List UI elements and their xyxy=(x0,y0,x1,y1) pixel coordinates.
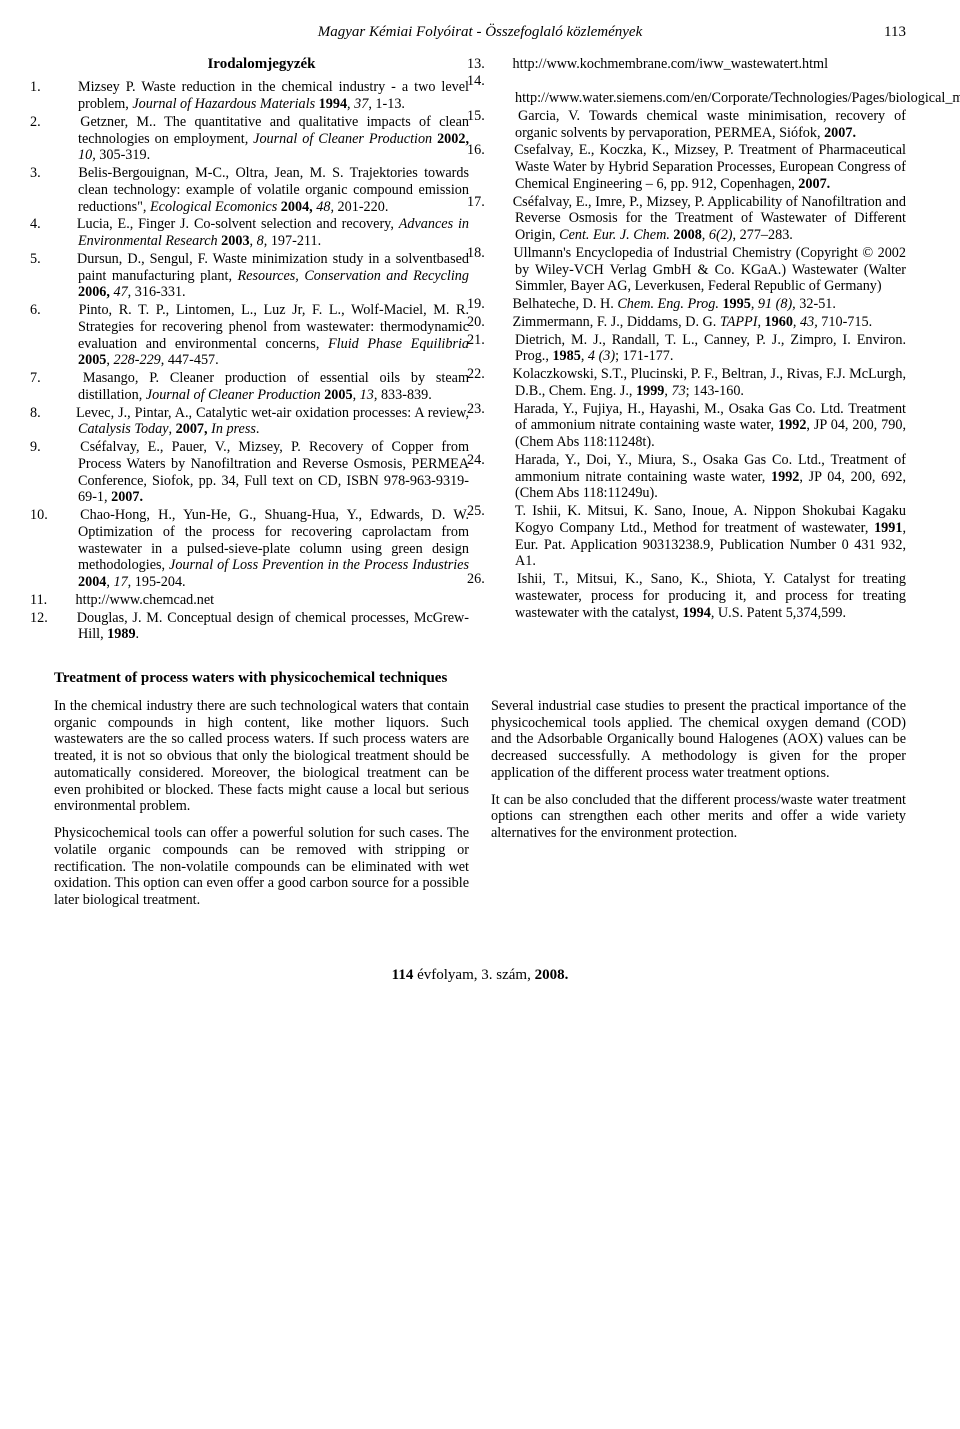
reference-item: 22. Kolaczkowski, S.T., Plucinski, P. F.… xyxy=(491,366,906,400)
abstract-left-col: In the chemical industry there are such … xyxy=(54,698,469,919)
references-list-right: 13. http://www.kochmembrane.com/iww_wast… xyxy=(491,56,906,622)
footer-year: 2008. xyxy=(535,967,569,983)
reference-item: 9. Cséfalvay, E., Pauer, V., Mizsey, P. … xyxy=(54,439,469,506)
reference-item: 19. Belhateche, D. H. Chem. Eng. Prog. 1… xyxy=(491,296,906,313)
footer-mid: évfolyam, 3. szám, xyxy=(413,967,534,983)
reference-item: 25. T. Ishii, K. Mitsui, K. Sano, Inoue,… xyxy=(491,503,906,570)
page-number: 113 xyxy=(884,24,906,42)
reference-item: 17. Cséfalvay, E., Imre, P., Mizsey, P. … xyxy=(491,194,906,244)
abstract-right-col: Several industrial case studies to prese… xyxy=(491,698,906,919)
abstract-paragraph: It can be also concluded that the differ… xyxy=(491,792,906,842)
reference-item: 8. Levec, J., Pintar, A., Catalytic wet-… xyxy=(54,405,469,439)
reference-item: 3. Belis-Bergouignan, M-C., Oltra, Jean,… xyxy=(54,165,469,215)
reference-item: 10. Chao-Hong, H., Yun-He, G., Shuang-Hu… xyxy=(54,507,469,591)
reference-item: 18. Ullmann's Encyclopedia of Industrial… xyxy=(491,245,906,295)
reference-item: 16. Csefalvay, E., Koczka, K., Mizsey, P… xyxy=(491,142,906,192)
abstract-paragraph: Physicochemical tools can offer a powerf… xyxy=(54,825,469,909)
abstract-paragraph: In the chemical industry there are such … xyxy=(54,698,469,815)
reference-item: 20. Zimmermann, F. J., Diddams, D. G. TA… xyxy=(491,314,906,331)
references-list-left: 1. Mizsey P. Waste reduction in the chem… xyxy=(54,79,469,643)
reference-item: 23. Harada, Y., Fujiya, H., Hayashi, M.,… xyxy=(491,401,906,451)
journal-title: Magyar Kémiai Folyóirat - Összefoglaló k… xyxy=(318,24,643,40)
reference-item: 1. Mizsey P. Waste reduction in the chem… xyxy=(54,79,469,113)
abstract-title: Treatment of process waters with physico… xyxy=(54,670,906,688)
references-columns: Irodalomjegyzék 1. Mizsey P. Waste reduc… xyxy=(54,56,906,644)
bibliography-heading: Irodalomjegyzék xyxy=(54,56,469,74)
reference-item: 11. http://www.chemcad.net xyxy=(54,592,469,609)
reference-item: 4. Lucia, E., Finger J. Co-solvent selec… xyxy=(54,216,469,250)
reference-item: 14. http://www.water.siemens.com/en/Corp… xyxy=(491,73,906,107)
reference-item: 21. Dietrich, M. J., Randall, T. L., Can… xyxy=(491,332,906,366)
running-head: Magyar Kémiai Folyóirat - Összefoglaló k… xyxy=(54,24,906,42)
reference-item: 13. http://www.kochmembrane.com/iww_wast… xyxy=(491,56,906,73)
abstract-columns: In the chemical industry there are such … xyxy=(54,698,906,919)
reference-item: 2. Getzner, M.. The quantitative and qua… xyxy=(54,114,469,164)
reference-item: 15. Garcia, V. Towards chemical waste mi… xyxy=(491,108,906,142)
reference-item: 5. Dursun, D., Sengul, F. Waste minimiza… xyxy=(54,251,469,301)
references-left-col: Irodalomjegyzék 1. Mizsey P. Waste reduc… xyxy=(54,56,469,644)
reference-item: 7. Masango, P. Cleaner production of ess… xyxy=(54,370,469,404)
footer-volume: 114 xyxy=(392,967,414,983)
abstract-paragraph: Several industrial case studies to prese… xyxy=(491,698,906,782)
references-right-col: 13. http://www.kochmembrane.com/iww_wast… xyxy=(491,56,906,644)
reference-item: 6. Pinto, R. T. P., Lintomen, L., Luz Jr… xyxy=(54,302,469,369)
reference-item: 12. Douglas, J. M. Conceptual design of … xyxy=(54,610,469,644)
page-footer: 114 évfolyam, 3. szám, 2008. xyxy=(54,967,906,985)
reference-item: 24. Harada, Y., Doi, Y., Miura, S., Osak… xyxy=(491,452,906,502)
reference-item: 26. Ishii, T., Mitsui, K., Sano, K., Shi… xyxy=(491,571,906,621)
